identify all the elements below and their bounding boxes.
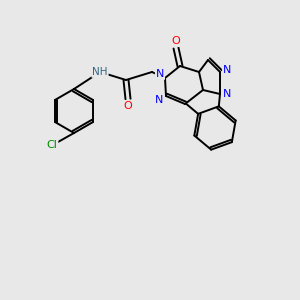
Text: O: O: [172, 36, 180, 46]
Text: N: N: [223, 65, 231, 75]
Text: NH: NH: [92, 67, 108, 77]
Text: N: N: [156, 69, 164, 79]
Text: O: O: [124, 101, 132, 111]
Text: N: N: [155, 95, 163, 105]
Text: N: N: [223, 89, 231, 99]
Text: Cl: Cl: [46, 140, 57, 150]
